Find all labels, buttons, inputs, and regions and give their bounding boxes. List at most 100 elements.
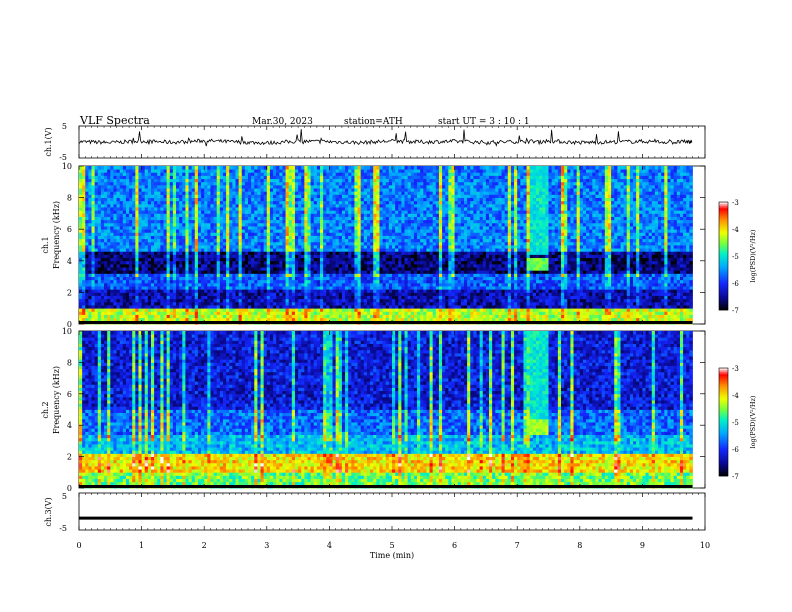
spectrogram-cell xyxy=(163,226,168,230)
spectrogram-cell xyxy=(157,301,161,306)
spectrogram-cell xyxy=(241,260,246,265)
spectrogram-cell xyxy=(188,178,193,183)
spectrogram-cell xyxy=(288,270,293,274)
spectrogram-cell xyxy=(251,292,255,296)
spectrogram-cell xyxy=(201,298,205,303)
spectrogram-cell xyxy=(285,295,290,300)
spectrogram-cell xyxy=(191,191,196,195)
spectrogram-cell xyxy=(82,175,86,180)
spectrogram-cell xyxy=(182,308,186,312)
spectrogram-cell xyxy=(238,263,243,268)
spectrogram-cell xyxy=(294,197,299,202)
spectrogram-cell xyxy=(341,226,346,230)
spectrogram-cell xyxy=(94,273,99,277)
spectrogram-cell xyxy=(179,273,183,277)
spectrogram-cell xyxy=(116,232,121,236)
spectrogram-cell xyxy=(97,282,102,287)
spectrogram-cell xyxy=(379,191,384,195)
spectrogram-cell xyxy=(385,263,390,268)
spectrogram-cell xyxy=(169,301,174,306)
spectrogram-cell xyxy=(338,235,343,240)
spectrogram-cell xyxy=(357,273,362,277)
spectrogram-cell xyxy=(310,298,315,303)
spectrogram-cell xyxy=(113,166,117,170)
spectrogram-cell xyxy=(248,273,252,277)
spectrogram-cell xyxy=(147,260,152,265)
spectrogram-cell xyxy=(157,210,161,214)
spectrogram-cell xyxy=(110,279,114,284)
spectrogram-cell xyxy=(172,241,177,246)
spectrogram-cell xyxy=(341,229,346,233)
spectrogram-cell xyxy=(213,279,218,284)
spectrogram-cell xyxy=(129,194,133,198)
spectrogram-cell xyxy=(385,245,390,249)
spectrogram-cell xyxy=(238,169,243,173)
spectrogram-cell xyxy=(107,260,111,265)
spectrogram-cell xyxy=(345,292,349,296)
spectrogram-cell xyxy=(191,200,196,205)
spectrogram-cell xyxy=(310,232,315,236)
spectrogram-cell xyxy=(326,245,330,249)
spectrogram-cell xyxy=(254,238,258,243)
spectrogram-cell xyxy=(194,222,199,227)
spectrogram-cell xyxy=(172,308,177,312)
spectrogram-cell xyxy=(157,222,161,227)
spectrogram-cell xyxy=(273,317,277,322)
spectrogram-cell xyxy=(113,292,117,296)
spectrogram-cell xyxy=(132,207,136,211)
spectrogram-cell xyxy=(335,254,340,259)
spectrogram-cell xyxy=(370,295,374,300)
spectrogram-cell xyxy=(329,181,333,186)
spectrogram-cell xyxy=(241,292,246,296)
spectrogram-cell xyxy=(179,311,183,315)
spectrogram-cell xyxy=(147,279,152,284)
spectrogram-cell xyxy=(135,188,139,192)
spectrogram-cell xyxy=(273,222,277,227)
spectrogram-cell xyxy=(188,210,193,214)
spectrogram-cell xyxy=(222,298,227,303)
spectrogram-cell xyxy=(282,235,286,240)
spectrogram-cell xyxy=(201,210,205,214)
spectrogram-cell xyxy=(332,213,337,217)
spectrogram-cell xyxy=(370,248,374,252)
spectrogram-cell xyxy=(332,273,337,277)
spectrogram-cell xyxy=(107,270,111,274)
spectrogram-cell xyxy=(348,200,352,205)
spectrogram-cell xyxy=(125,298,130,303)
spectrogram-cell xyxy=(185,263,189,268)
spectrogram-cell xyxy=(235,169,240,173)
spectrogram-cell xyxy=(141,235,146,240)
spectrogram-cell xyxy=(204,289,208,293)
spectrogram-cell xyxy=(257,314,261,319)
spectrogram-cell xyxy=(113,207,117,211)
spectrogram-cell xyxy=(85,270,89,274)
spectrogram-cell xyxy=(335,317,340,322)
spectrogram-cell xyxy=(254,235,258,240)
spectrogram-cell xyxy=(210,282,214,287)
spectrogram-cell xyxy=(338,270,343,274)
spectrogram-cell xyxy=(326,267,330,271)
spectrogram-cell xyxy=(320,286,324,290)
spectrogram-cell xyxy=(194,210,199,214)
spectrogram-cell xyxy=(232,178,236,183)
spectrogram-cell xyxy=(91,226,96,230)
spectrogram-cell xyxy=(122,248,127,252)
spectrogram-cell xyxy=(288,276,293,281)
spectrogram-cell xyxy=(219,184,224,189)
spectrogram-cell xyxy=(320,260,324,265)
spectrogram-cell xyxy=(210,200,214,205)
spectrogram-cell xyxy=(110,232,114,236)
spectrogram-cell xyxy=(129,308,133,312)
spectrogram-cell xyxy=(238,251,243,255)
spectrogram-cell xyxy=(351,203,355,208)
spectrogram-cell xyxy=(182,188,186,192)
spectrogram-cell xyxy=(257,216,261,221)
spectrogram-cell xyxy=(141,169,146,173)
spectrogram-cell xyxy=(338,207,343,211)
spectrogram-cell xyxy=(304,305,308,309)
spectrogram-cell xyxy=(219,279,224,284)
spectrogram-cell xyxy=(329,295,333,300)
spectrogram-cell xyxy=(210,219,214,224)
spectrogram-cell xyxy=(251,286,255,290)
spectrogram-cell xyxy=(97,263,102,268)
